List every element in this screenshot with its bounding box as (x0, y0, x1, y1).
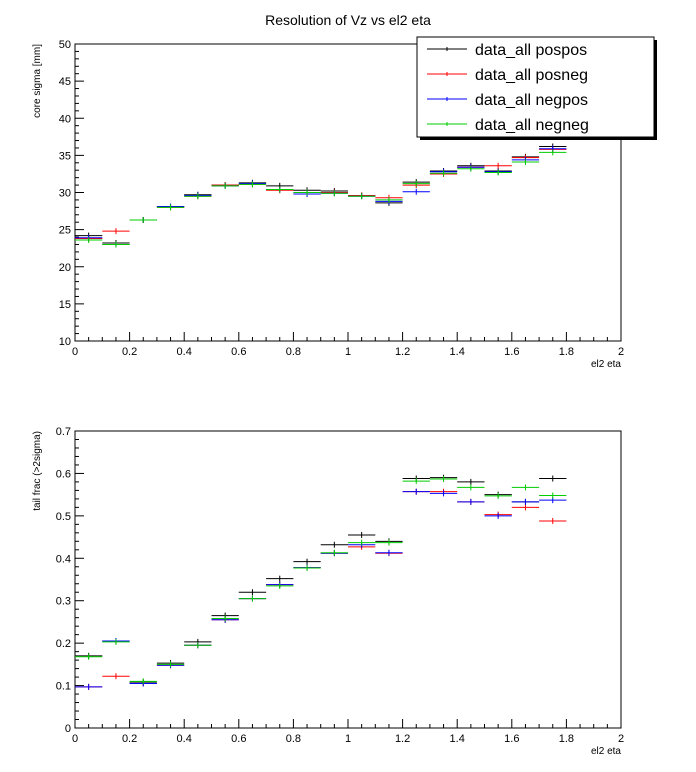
series (75, 475, 567, 685)
series (75, 145, 567, 248)
y-tick-label: 0.1 (56, 681, 71, 693)
y-tick-label: 10 (59, 336, 71, 348)
series (75, 488, 567, 690)
x-tick-label: 1 (345, 346, 351, 358)
x-tick-label: 0.4 (177, 346, 192, 358)
y-tick-label: 15 (59, 299, 71, 311)
y-tick-label: 35 (59, 150, 71, 162)
x-tick-label: 0.2 (122, 733, 137, 745)
series (75, 474, 567, 686)
x-tick-label: 1 (345, 733, 351, 745)
x-tick-label: 0.6 (231, 346, 246, 358)
y-tick-label: 40 (59, 113, 71, 125)
legend-box (416, 36, 655, 138)
x-tick-label: 1.8 (559, 346, 574, 358)
x-tick-label: 0.6 (231, 733, 246, 745)
x-tick-label: 0.2 (122, 346, 137, 358)
x-tick-label: 1.2 (395, 733, 410, 745)
x-tick-label: 0.8 (286, 733, 301, 745)
y-tick-label: 0.2 (56, 638, 71, 650)
y-axis-label: core sigma [mm] (32, 44, 43, 118)
x-tick-label: 1.6 (504, 346, 519, 358)
x-tick-label: 1.8 (559, 733, 574, 745)
series (75, 143, 567, 246)
y-tick-label: 45 (59, 76, 71, 88)
y-tick-label: 30 (59, 188, 71, 200)
y-tick-label: 20 (59, 262, 71, 274)
x-axis-label: el2 eta (591, 359, 621, 370)
x-tick-label: 2 (618, 733, 624, 745)
y-axis-label: tail frac (>2sigma) (32, 431, 43, 511)
x-tick-label: 1.6 (504, 733, 519, 745)
x-tick-label: 1.4 (450, 346, 465, 358)
legend: data_all pospos data_all posneg data_all n… (416, 36, 657, 140)
y-tick-label: 25 (59, 225, 71, 237)
y-tick-label: 0.3 (56, 596, 71, 608)
series (75, 488, 567, 690)
y-tick-label: 0.5 (56, 511, 71, 523)
legend-entry-label: data_all pospos (475, 42, 587, 59)
legend-entry-label: data_all negpos (475, 92, 588, 109)
legend-entry-label: data_all posneg (475, 67, 588, 84)
x-tick-label: 1.4 (450, 733, 465, 745)
x-tick-label: 0.8 (286, 346, 301, 358)
plot-tail-frac: 0 0.2 0.4 0.6 0.8 1 1.2 1.4 1.6 1.8 2 0 0.1 0.2 0.3 0.4… (32, 426, 624, 757)
x-tick-label: 1.2 (395, 346, 410, 358)
y-tick-label: 50 (59, 39, 71, 51)
plot-core-sigma: 0 0.2 0.4 0.6 0.8 1 1.2 1.4 1.6 1.8 2 10 15 20 25 30 35 4… (32, 39, 624, 370)
x-tick-label: 0 (72, 346, 78, 358)
x-axis-label: el2 eta (591, 746, 621, 757)
y-tick-label: 0.6 (56, 468, 71, 480)
y-tick-label: 0.7 (56, 426, 71, 438)
y-tick-label: 0 (65, 723, 71, 735)
x-tick-label: 2 (618, 346, 624, 358)
x-tick-label: 0.4 (177, 733, 192, 745)
series (75, 149, 567, 248)
chart-title: Resolution of Vz vs el2 eta (265, 12, 431, 28)
y-tick-label: 0.4 (56, 553, 71, 565)
x-tick-label: 0 (72, 733, 78, 745)
legend-entry-label: data_all negneg (475, 117, 589, 134)
